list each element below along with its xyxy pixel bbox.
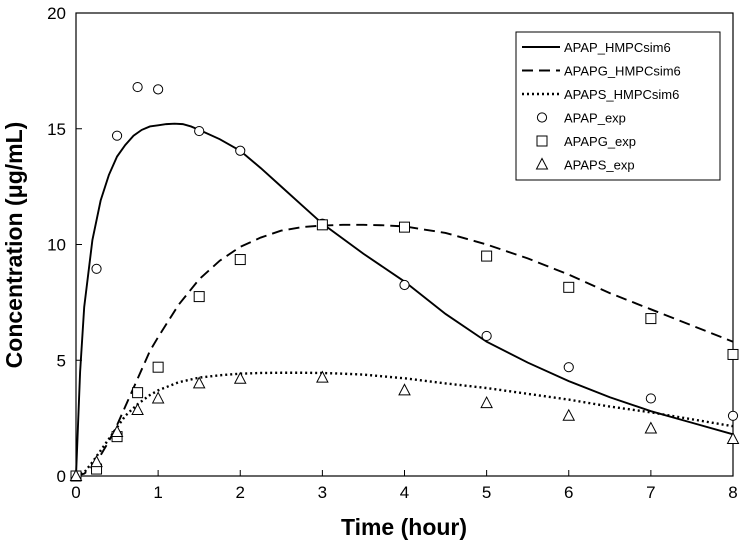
x-tick-label: 5 (482, 483, 491, 502)
data-point-APAP_exp (563, 362, 574, 373)
data-point-APAPG_exp (481, 250, 493, 262)
series-line-APAPG_HMPCsim6 (75, 223, 734, 477)
data-point-APAPS_exp (726, 431, 740, 444)
x-axis-title: Time (hour) (341, 514, 467, 540)
legend-item: APAPG_exp (536, 134, 636, 149)
y-tick-label: 5 (57, 351, 66, 370)
legend-label: APAP_HMPCsim6 (564, 40, 671, 55)
y-tick-label: 15 (47, 120, 66, 139)
data-point-APAPS_exp (644, 421, 658, 434)
data-point-APAPS_exp (69, 468, 83, 481)
data-point-APAPS_exp (131, 402, 144, 416)
data-point-APAP_exp (235, 145, 246, 156)
series-APAPS_exp (69, 370, 740, 481)
data-point-APAPG_exp (152, 361, 164, 373)
x-tick-labels: 0 1 2 3 4 5 6 7 8 (71, 483, 737, 502)
data-point-APAP_exp (153, 84, 164, 95)
x-tick-label: 8 (728, 483, 737, 502)
data-point-APAP_exp (481, 330, 492, 342)
series-APAPG_HMPCsim6 (75, 223, 734, 477)
data-point-APAP_exp (194, 125, 205, 137)
series-APAPG_exp (70, 219, 739, 482)
data-point-APAPG_exp (132, 387, 144, 399)
x-tick-label: 4 (400, 483, 409, 502)
data-point-APAPG_exp (563, 281, 575, 293)
data-point-APAP_exp (111, 130, 123, 141)
data-point-APAPS_exp (151, 391, 165, 404)
legend-box (515, 31, 721, 181)
x-tick-label: 2 (236, 483, 245, 502)
legend-marker-swatch (536, 112, 548, 123)
data-point-APAP_exp (132, 81, 143, 93)
legend: APAP_HMPCsim6 APAPG_HMPCsim6 APAPS_HMPCsim… (515, 31, 721, 181)
legend-marker-swatch (535, 157, 549, 170)
series-layer (69, 81, 740, 482)
x-tick-label: 7 (646, 483, 655, 502)
data-point-APAP_exp (645, 393, 656, 404)
legend-label: APAPG_exp (564, 134, 636, 149)
data-point-APAPS_exp (316, 370, 329, 383)
legend-item: APAPG_HMPCsim6 (522, 64, 681, 79)
data-point-APAPG_exp (399, 221, 410, 233)
data-point-APAPG_exp (316, 219, 328, 231)
y-tick-label: 10 (47, 236, 66, 255)
data-point-APAPG_exp (727, 348, 739, 360)
y-tick-labels: 0 5 10 15 20 (47, 4, 66, 486)
legend-item: APAPS_exp (535, 157, 635, 173)
x-tick-label: 6 (564, 483, 573, 502)
data-point-APAPS_exp (192, 376, 206, 389)
legend-item: APAPS_HMPCsim6 (522, 87, 679, 102)
y-tick-label: 0 (57, 467, 66, 486)
data-point-APAPS_exp (398, 383, 411, 396)
legend-label: APAPG_HMPCsim6 (564, 64, 681, 79)
legend-label: APAPS_exp (564, 158, 635, 173)
legend-marker-swatch (536, 135, 548, 147)
data-point-APAPS_exp (562, 408, 576, 421)
data-point-APAPS_exp (233, 371, 247, 384)
data-point-APAPG_exp (193, 291, 205, 303)
data-point-APAPS_exp (110, 424, 124, 438)
data-point-APAPS_exp (480, 395, 493, 409)
legend-item: APAP_exp (536, 111, 626, 126)
data-point-APAPG_exp (645, 313, 657, 325)
data-point-APAP_exp (399, 279, 410, 291)
legend-label: APAPS_HMPCsim6 (564, 87, 679, 102)
y-axis-title: Concentration (μg/mL) (1, 122, 27, 369)
data-point-APAPS_exp (90, 455, 103, 468)
x-tick-label: 1 (153, 483, 162, 502)
y-tick-label: 20 (47, 4, 66, 23)
legend-item: APAP_HMPCsim6 (522, 40, 671, 55)
data-point-APAP_exp (727, 410, 739, 421)
x-tick-label: 0 (71, 483, 80, 502)
data-point-APAPG_exp (234, 254, 246, 266)
data-point-APAP_exp (91, 263, 102, 274)
x-tick-label: 3 (318, 483, 327, 502)
legend-label: APAP_exp (564, 111, 626, 126)
